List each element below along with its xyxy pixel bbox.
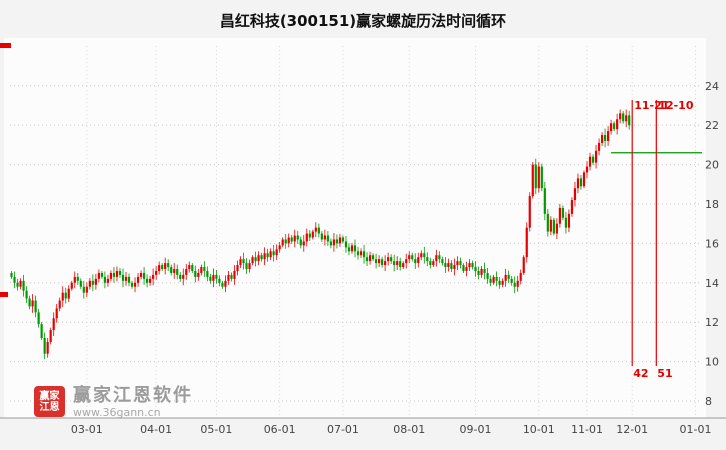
svg-text:12-01: 12-01	[616, 423, 648, 436]
svg-text:08-01: 08-01	[393, 423, 425, 436]
logo-text-line2: 江恩	[39, 401, 60, 413]
svg-text:14: 14	[705, 277, 719, 290]
svg-text:16: 16	[705, 237, 719, 250]
svg-text:10-01: 10-01	[523, 423, 555, 436]
svg-text:01-01: 01-01	[679, 423, 711, 436]
svg-text:03-01: 03-01	[71, 423, 103, 436]
logo-text-line1: 赢家	[39, 390, 60, 402]
svg-text:12: 12	[705, 316, 719, 329]
yingjia-logo-icon: 赢家 江恩	[34, 386, 65, 417]
x-axis-labels: 03-01 04-01 05-01 06-01 07-01 08-01 09-01 10-01…	[71, 423, 712, 436]
svg-text:07-01: 07-01	[327, 423, 359, 436]
y-axis-labels: 8 10 12 14 16 18 20 22 24	[705, 80, 719, 408]
svg-text:06-01: 06-01	[264, 423, 296, 436]
svg-text:04-01: 04-01	[140, 423, 172, 436]
plot-area	[4, 38, 706, 418]
candles-layer	[10, 109, 631, 360]
watermark-url: www.36gann.cn	[73, 406, 161, 419]
svg-text:24: 24	[705, 80, 719, 93]
cycle-count-label: 51	[657, 367, 672, 380]
left-edge-marker-mid	[0, 292, 8, 297]
svg-text:05-01: 05-01	[200, 423, 232, 436]
cycle-date-label: 11-21	[634, 99, 669, 112]
watermark-text: 赢家江恩软件 www.36gann.cn	[73, 386, 193, 419]
svg-text:09-01: 09-01	[460, 423, 492, 436]
watermark-name: 赢家江恩软件	[73, 385, 193, 406]
cycle-annotations: 11-21 42 12-10 51	[631, 99, 694, 380]
svg-text:18: 18	[705, 198, 719, 211]
left-edge-marker-top	[0, 43, 11, 48]
svg-text:20: 20	[705, 159, 719, 172]
svg-text:22: 22	[705, 119, 719, 132]
chart-title: 昌红科技(300151)赢家螺旋历法时间循环	[219, 12, 507, 30]
svg-text:10: 10	[705, 356, 719, 369]
cycle-date-label: 12-10	[658, 99, 694, 112]
svg-text:8: 8	[705, 395, 712, 408]
cycle-count-label: 42	[633, 367, 648, 380]
watermark: 赢家 江恩 赢家江恩软件 www.36gann.cn	[34, 386, 193, 419]
svg-text:11-01: 11-01	[571, 423, 603, 436]
